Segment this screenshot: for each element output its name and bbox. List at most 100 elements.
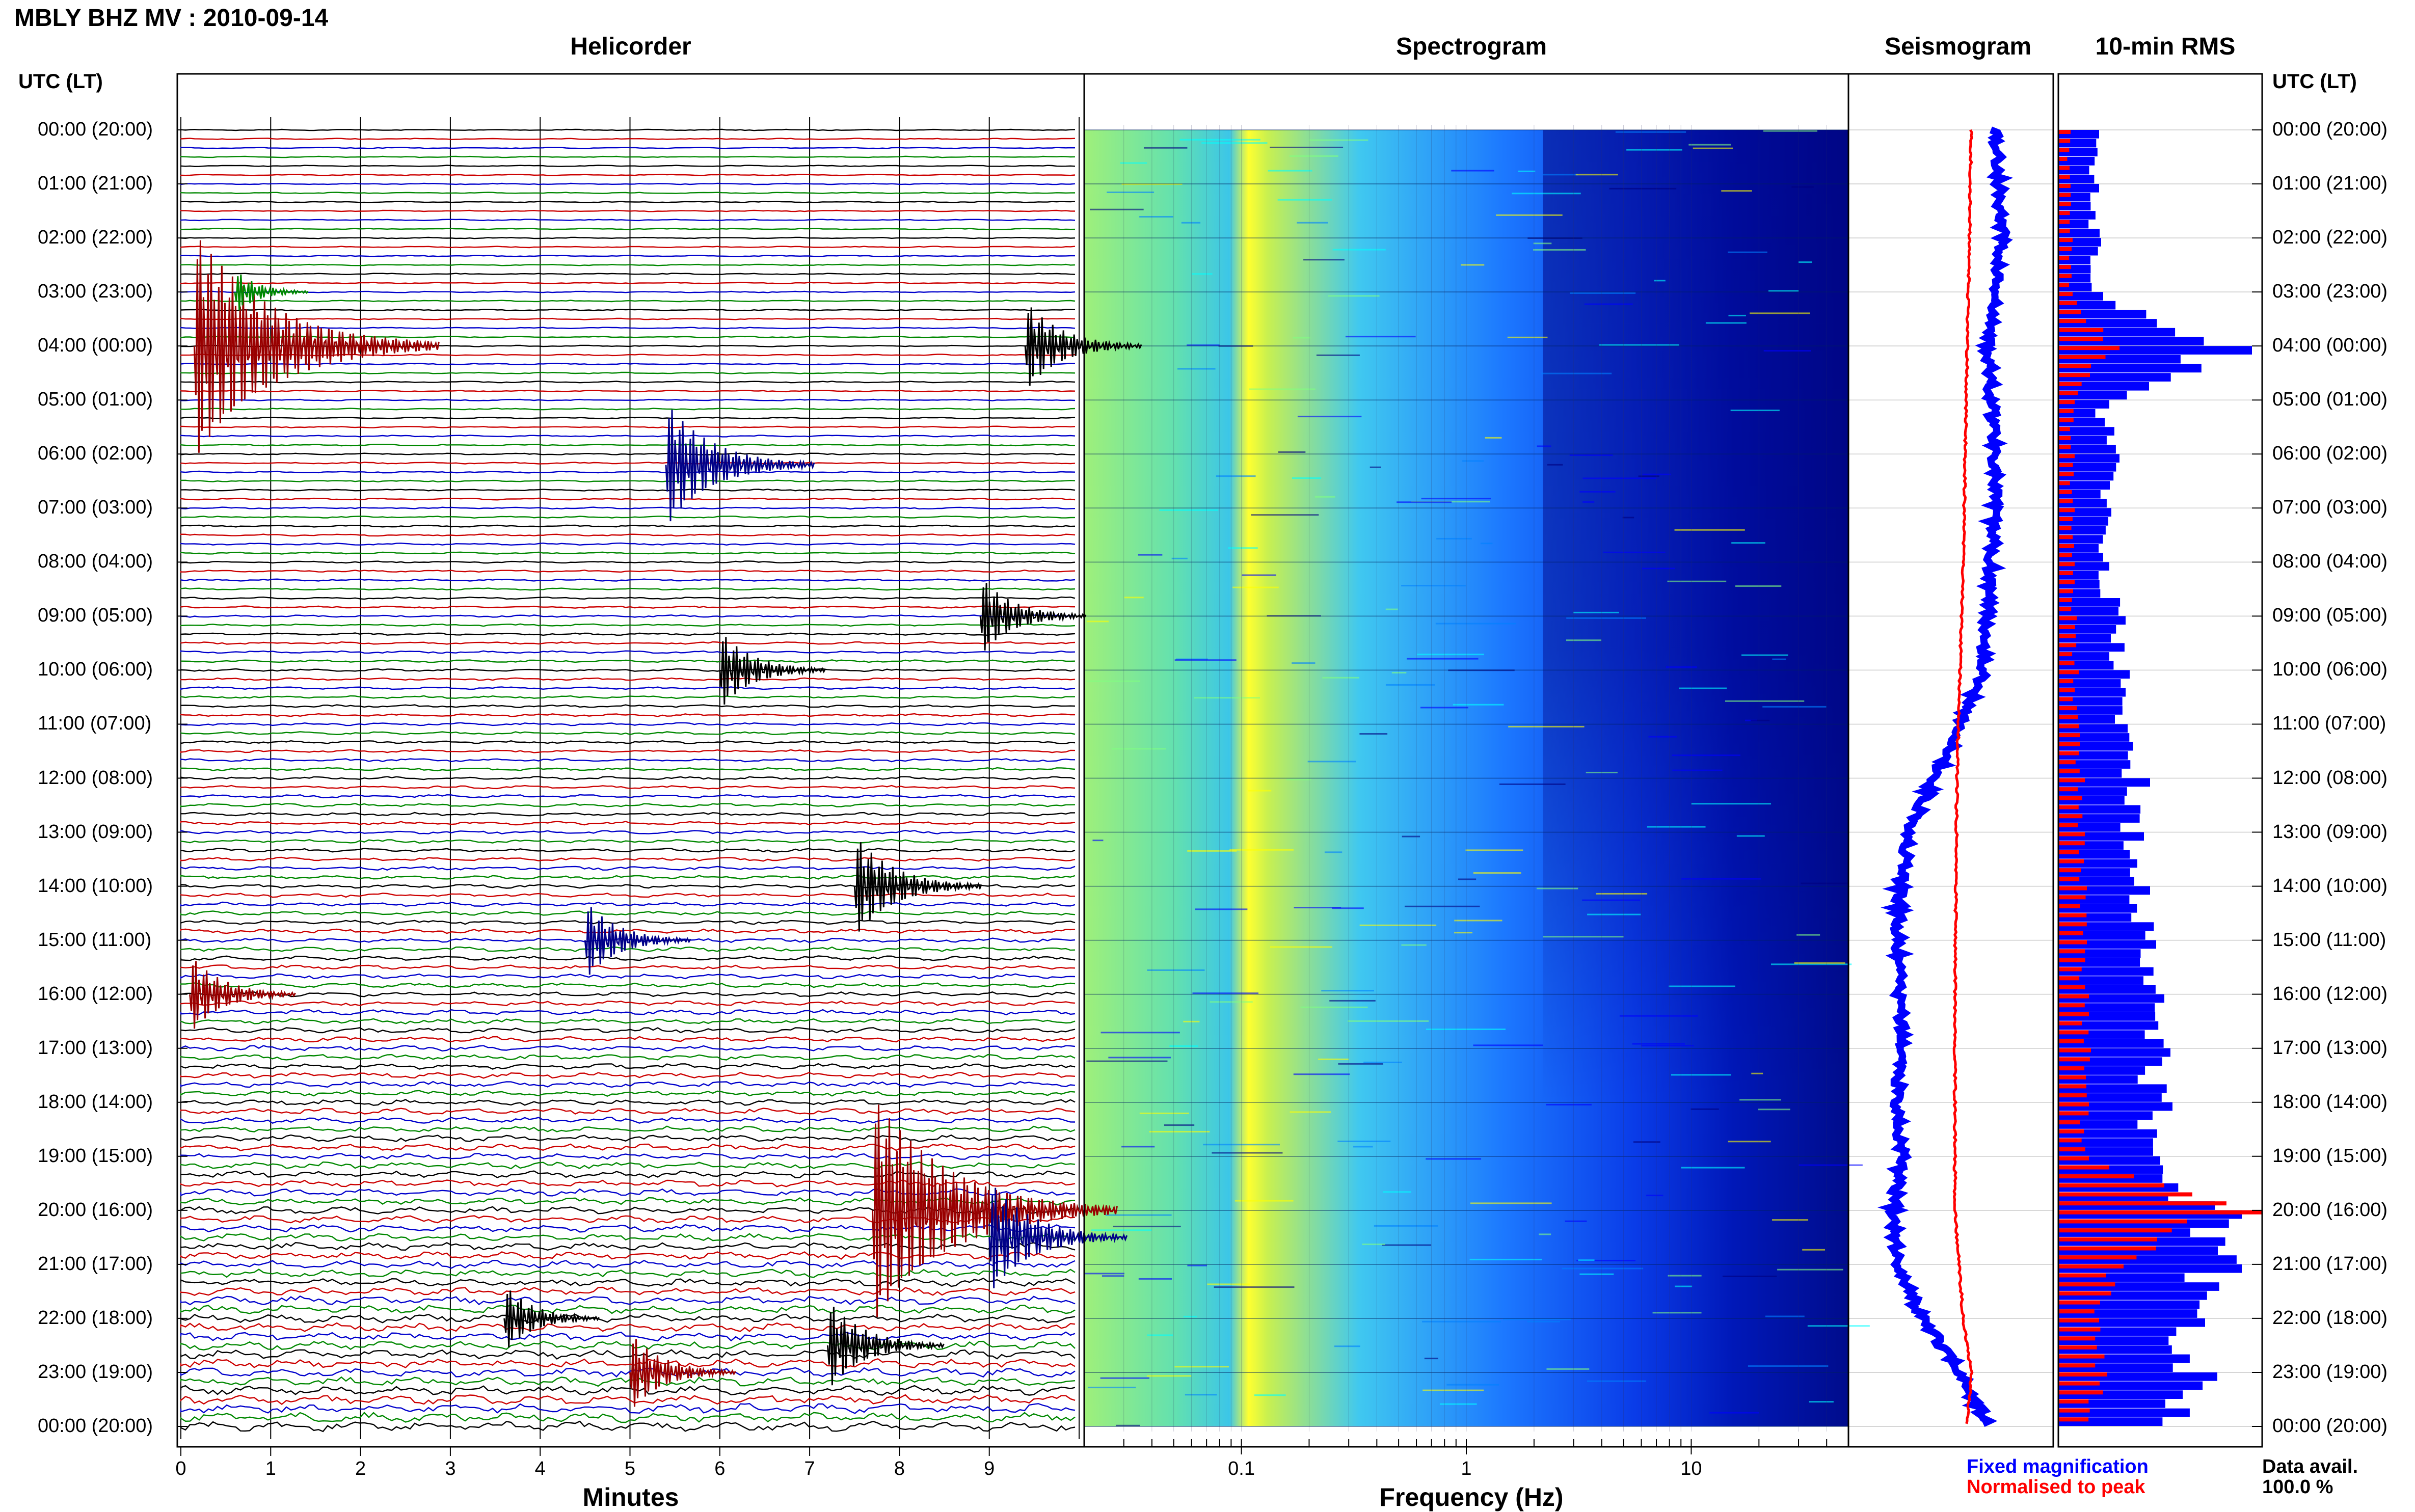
data-avail-label: Data avail. (2262, 1456, 2358, 1477)
spectrogram-streak (1423, 1389, 1484, 1391)
spectrogram-streak (1179, 139, 1260, 141)
time-label-left: 12:00 (08:00) (38, 767, 153, 789)
time-label-left: 05:00 (01:00) (38, 389, 153, 411)
helicorder-trace (180, 704, 1076, 709)
spectrogram-streak (1587, 1380, 1646, 1382)
rms-bar-normalised (2058, 1003, 2085, 1008)
spectrogram-streak (1406, 658, 1479, 660)
spectrogram-streak (1187, 344, 1220, 346)
helicorder-trace (180, 1394, 1076, 1406)
rms-bar-normalised (2058, 571, 2073, 575)
spectrogram-streak (1537, 445, 1551, 447)
rms-bar-normalised (2058, 1390, 2103, 1395)
rms-bar-normalised (2058, 1372, 2107, 1376)
time-label-left: 08:00 (04:00) (38, 551, 153, 573)
spectrogram-streak (1421, 498, 1491, 500)
helicorder-trace (180, 308, 1076, 312)
rms-bar-normalised (2058, 670, 2079, 674)
time-label-left: 04:00 (00:00) (38, 335, 153, 357)
spectrogram-streak (1603, 551, 1666, 553)
spectrogram-streak (1508, 725, 1585, 727)
time-label-right: 20:00 (16:00) (2272, 1199, 2388, 1221)
spectrogram-streak (1187, 1264, 1208, 1266)
rms-bar-normalised (2058, 760, 2076, 765)
helicorder-event (584, 907, 691, 975)
helicorder-trace (180, 371, 1076, 374)
helicorder-trace (180, 928, 1076, 934)
helicorder-tick-label: 2 (355, 1458, 366, 1479)
spectrogram-streak (1120, 162, 1147, 164)
helicorder-trace (180, 1071, 1076, 1079)
spectrogram-streak (1451, 170, 1494, 172)
spectrogram-streak (1401, 585, 1466, 587)
spectrogram-x-axis-label: Frequency (Hz) (1379, 1483, 1564, 1511)
time-label-right: 14:00 (10:00) (2272, 875, 2388, 897)
time-label-left: 17:00 (13:00) (38, 1037, 153, 1059)
time-label-right: 03:00 (23:00) (2272, 281, 2388, 303)
helicorder-trace (180, 946, 1076, 952)
spectrogram-streak (1584, 303, 1633, 305)
rms-bar-fixed (2058, 427, 2114, 436)
spectrogram-streak (1777, 1268, 1843, 1271)
spectrogram-streak (1615, 131, 1686, 133)
helicorder-trace (180, 452, 1076, 455)
rms-bar-normalised (2058, 1282, 2115, 1287)
spectrogram-streak (1242, 574, 1276, 576)
spectrogram-streak (1446, 1384, 1499, 1386)
time-label-left: 21:00 (17:00) (38, 1253, 153, 1275)
rms-bar-normalised (2058, 1291, 2111, 1295)
spectrogram-streak (1086, 1060, 1168, 1062)
rms-bar-normalised (2058, 751, 2079, 755)
helicorder-panel (180, 117, 1142, 1456)
helicorder-trace (180, 182, 1076, 185)
helicorder-tick-label: 1 (265, 1458, 276, 1479)
helicorder-event (234, 274, 309, 311)
spectrogram-streak (1794, 962, 1845, 964)
spectrogram-streak (1586, 771, 1618, 773)
spectrogram-streak (1796, 934, 1820, 936)
spectrogram-streak (1750, 312, 1810, 314)
time-label-left: 09:00 (05:00) (38, 605, 153, 627)
rms-bar-normalised (2058, 1354, 2105, 1359)
rms-bar-normalised (2058, 1408, 2090, 1413)
helicorder-trace (180, 363, 1076, 366)
spectrogram-streak (1473, 1044, 1543, 1046)
rms-bar-normalised (2058, 346, 2119, 350)
rms-bar-normalised (2058, 1201, 2226, 1206)
spectrogram-streak (1149, 1130, 1210, 1132)
helicorder-trace (180, 794, 1076, 799)
spectrogram-streak (1646, 1195, 1663, 1197)
rms-bar-normalised (2058, 508, 2075, 512)
spectrogram-streak (1216, 475, 1256, 477)
helicorder-trace (180, 964, 1076, 970)
rms-bar-normalised (2058, 715, 2078, 719)
spectrogram-streak (1385, 608, 1398, 610)
time-label-right: 23:00 (19:00) (2272, 1361, 2388, 1383)
rms-bar-normalised (2058, 1075, 2086, 1079)
spectrogram-streak (1809, 1401, 1834, 1403)
panel-frame (2057, 73, 2263, 1448)
helicorder-trace (180, 803, 1076, 807)
spectrogram-streak (1420, 707, 1468, 709)
spectrogram-streak (1232, 586, 1279, 588)
spectrogram-streak (1116, 1424, 1140, 1426)
time-label-right: 08:00 (04:00) (2272, 551, 2388, 573)
spectrogram-streak (1681, 1167, 1745, 1169)
rms-bar-normalised (2058, 1057, 2090, 1062)
rms-bar-fixed (2058, 445, 2116, 454)
helicorder-trace (180, 1224, 1076, 1233)
spectrogram-streak (1309, 139, 1369, 141)
rms-bar-normalised (2058, 859, 2084, 863)
helicorder-trace (180, 209, 1076, 212)
spectrogram-streak (1138, 1278, 1172, 1280)
rms-bar-normalised (2058, 1129, 2084, 1133)
spectrogram-streak (1363, 1061, 1402, 1063)
spectrogram-streak (1091, 1229, 1152, 1231)
spectrogram-streak (1599, 344, 1679, 346)
helicorder-trace (180, 1054, 1076, 1061)
time-label-right: 02:00 (22:00) (2272, 227, 2388, 249)
spectrogram-streak (1359, 733, 1388, 735)
spectrogram-streak (1547, 464, 1563, 466)
spectrogram-streak (1307, 761, 1356, 763)
rms-bar-fixed (2058, 805, 2141, 814)
